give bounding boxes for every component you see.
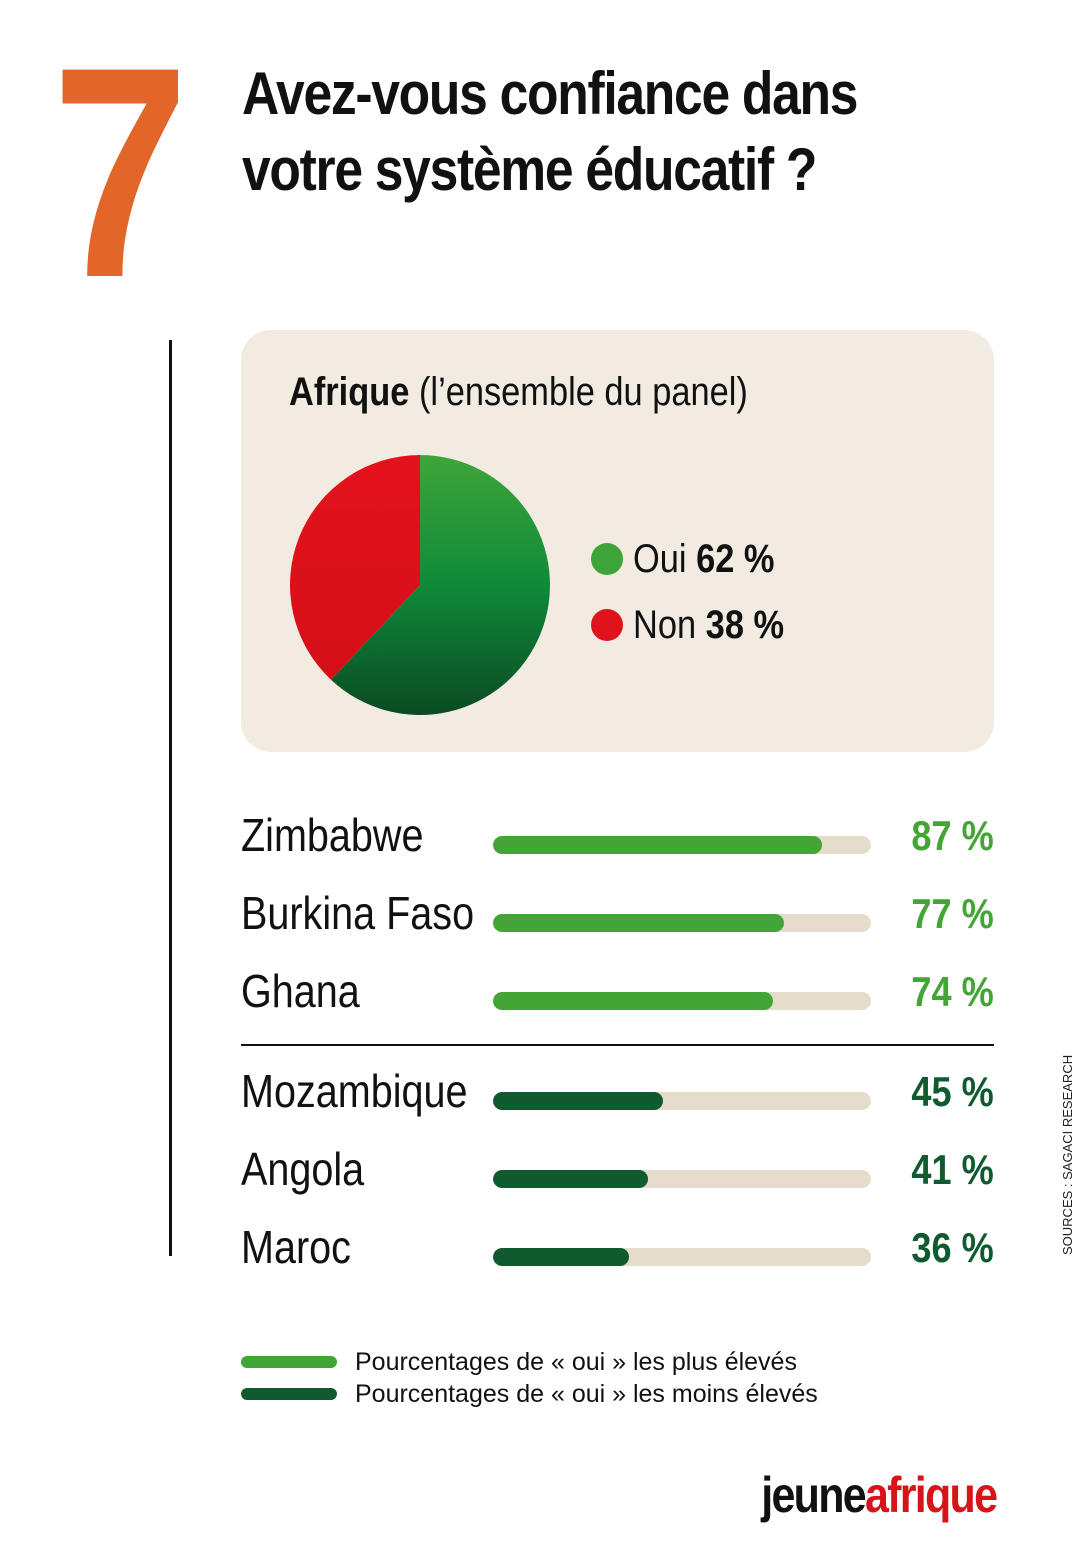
bar-value: 77 % <box>912 890 994 938</box>
oui-dot-icon <box>591 543 623 575</box>
bar-fill <box>493 1248 629 1266</box>
legend-low-label: Pourcentages de « oui » les moins élevés <box>355 1380 818 1409</box>
country-label: Zimbabwe <box>241 808 423 862</box>
bar-fill <box>493 836 822 854</box>
bar-value: 36 % <box>912 1224 994 1272</box>
legend-high-label: Pourcentages de « oui » les plus élevés <box>355 1348 797 1377</box>
bar-row: Ghana 74 % <box>241 958 994 1036</box>
africa-panel: Afrique (l’ensemble du panel) Oui 62 % <box>241 330 994 752</box>
country-label: Mozambique <box>241 1064 467 1118</box>
oui-label: Oui <box>633 537 687 581</box>
bar-fill <box>493 1092 663 1110</box>
bar-fill <box>493 992 773 1010</box>
bar-track <box>493 1248 871 1266</box>
legend-high-swatch <box>241 1356 337 1368</box>
bar-row: Maroc 36 % <box>241 1214 994 1292</box>
source-note: SOURCES : SAGACI RESEARCH <box>1060 1055 1075 1255</box>
non-dot-icon <box>591 609 623 641</box>
group-separator <box>241 1044 994 1046</box>
non-label: Non <box>633 603 696 647</box>
jeune-afrique-logo: jeuneafrique <box>761 1466 996 1524</box>
bar-track <box>493 1092 871 1110</box>
question-number: 7 <box>52 22 184 322</box>
pie-legend-non: Non 38 % <box>591 592 809 658</box>
panel-title-rest: (l’ensemble du panel) <box>419 370 748 414</box>
country-label: Burkina Faso <box>241 886 474 940</box>
bar-track <box>493 992 871 1010</box>
legend-low: Pourcentages de « oui » les moins élevés <box>241 1378 818 1410</box>
country-label: Maroc <box>241 1220 351 1274</box>
panel-title-bold: Afrique <box>289 370 409 414</box>
bar-value: 87 % <box>912 812 994 860</box>
bar-row: Burkina Faso 77 % <box>241 880 994 958</box>
pie-legend-oui: Oui 62 % <box>591 526 809 592</box>
country-label: Ghana <box>241 964 360 1018</box>
pie-legend: Oui 62 % Non 38 % <box>591 526 809 658</box>
oui-value: 62 % <box>696 537 774 581</box>
bar-fill <box>493 1170 648 1188</box>
legend-high: Pourcentages de « oui » les plus élevés <box>241 1346 818 1378</box>
panel-title: Afrique (l’ensemble du panel) <box>289 370 748 415</box>
bar-value: 74 % <box>912 968 994 1016</box>
bar-row: Angola 41 % <box>241 1136 994 1214</box>
legend-low-swatch <box>241 1388 337 1400</box>
bar-track <box>493 1170 871 1188</box>
vertical-rule <box>169 340 172 1256</box>
bar-fill <box>493 914 784 932</box>
country-bars: Zimbabwe 87 % Burkina Faso 77 % Ghana 74 % Moz… <box>241 802 994 1292</box>
pie-chart <box>289 454 551 716</box>
bar-legend: Pourcentages de « oui » les plus élevés … <box>241 1346 818 1410</box>
bar-track <box>493 914 871 932</box>
bar-row: Zimbabwe 87 % <box>241 802 994 880</box>
bar-track <box>493 836 871 854</box>
country-label: Angola <box>241 1142 364 1196</box>
bar-value: 45 % <box>912 1068 994 1116</box>
bar-value: 41 % <box>912 1146 994 1194</box>
bar-row: Mozambique 45 % <box>241 1058 994 1136</box>
question-title: Avez-vous confiance dans votre système é… <box>242 56 861 208</box>
non-value: 38 % <box>706 603 784 647</box>
